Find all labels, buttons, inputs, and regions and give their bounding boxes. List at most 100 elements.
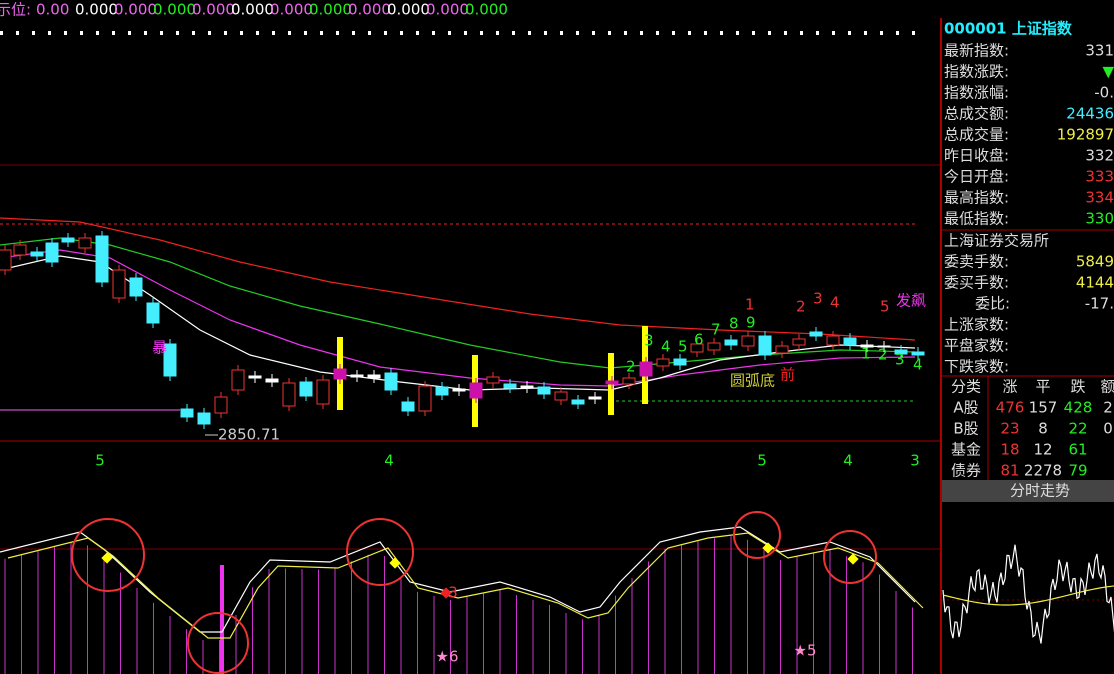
indicator-value: 0.000 (309, 1, 352, 19)
quote-label: 今日开盘: (944, 168, 1009, 186)
table-cell: 18 (1000, 441, 1019, 459)
table-cell: 基金 (951, 441, 981, 459)
kd-line (7, 532, 924, 639)
candle (401, 401, 415, 412)
signal-diamond (389, 557, 401, 569)
table-header: 分类 (951, 378, 981, 396)
quote-value: 5849 (1076, 253, 1114, 271)
quote-label: 最新指数: (944, 42, 1009, 60)
wave-number: 2 (626, 358, 636, 376)
wave-number: 1 (745, 296, 755, 314)
indicator-value: 0.000 (231, 1, 274, 19)
annotation: 发飙 (896, 292, 926, 310)
table-header: 跌 (1070, 378, 1085, 396)
wave-number: 8 (729, 315, 739, 333)
candle (214, 396, 228, 414)
highlight-circle (346, 518, 414, 586)
candle (469, 382, 483, 399)
ma-line (0, 249, 916, 387)
quote-value: 333 (1085, 168, 1114, 186)
candle (163, 343, 177, 377)
wave-number: 3 (644, 332, 654, 350)
candle (45, 242, 59, 263)
ma-line (0, 217, 916, 341)
quote-label: 指数涨跌: (944, 63, 1009, 81)
annotation: 前 (780, 366, 795, 384)
indicator-value: 0.000 (114, 1, 157, 19)
candle (826, 335, 840, 346)
indicator-value: 0.000 (270, 1, 313, 19)
highlight-circle (187, 612, 249, 674)
wave-number: 4 (661, 338, 671, 356)
candle (724, 339, 738, 346)
candle (877, 345, 891, 348)
wave-number: 3 (895, 351, 905, 369)
indicator-value: 0.00 (36, 1, 69, 19)
candle (656, 358, 670, 367)
wave-number: 5 (678, 338, 688, 356)
table-header: 平 (1035, 378, 1050, 396)
candle (299, 381, 313, 397)
axis-mark: 5 (757, 452, 767, 470)
candle (792, 338, 806, 346)
candle (775, 345, 789, 354)
candle (639, 361, 653, 377)
intraday-line (942, 544, 1114, 644)
signal-diamond (847, 553, 859, 565)
candle (843, 337, 857, 346)
quote-title: 000001 上证指数 (944, 20, 1073, 38)
quote-label: 下跌家数: (944, 358, 1009, 376)
candle (911, 351, 925, 356)
candle (690, 343, 704, 353)
signal-text: ★5 (794, 642, 817, 660)
table-cell: 债券 (951, 462, 981, 480)
candle (231, 369, 245, 391)
candle (197, 412, 211, 425)
axis-mark: 4 (384, 452, 394, 470)
axis-mark: 4 (843, 452, 853, 470)
table-cell: B股 (953, 420, 978, 438)
indicator-label: 示位: (0, 1, 31, 19)
quote-value: -17. (1085, 295, 1114, 313)
candle (503, 383, 517, 389)
candle (333, 368, 347, 380)
table-cell: 428 (1064, 399, 1093, 417)
indicator-value: 0.000 (153, 1, 196, 19)
candle (95, 235, 109, 283)
quote-value: 331 (1085, 42, 1114, 60)
candle (894, 349, 908, 355)
candle (30, 251, 44, 257)
quote-value: 24436 (1066, 105, 1114, 123)
axis-mark: 3 (910, 452, 920, 470)
quote-label: 委卖手数: (944, 253, 1009, 271)
indicator-value: 0.000 (75, 1, 118, 19)
wave-number: 4 (913, 356, 923, 374)
signal-diamond (762, 542, 774, 554)
axis-mark: 5 (95, 452, 105, 470)
quote-label: 昨日收盘: (944, 147, 1009, 165)
candle (758, 335, 772, 356)
quote-value: 330 (1085, 210, 1114, 228)
table-cell: 0 (1103, 420, 1113, 438)
candle (520, 385, 534, 389)
low-price: 2850.71 (218, 426, 280, 444)
candle (486, 376, 500, 384)
candle (554, 391, 568, 401)
table-cell: 22 (1068, 420, 1087, 438)
candle (367, 374, 381, 379)
tab-bg[interactable] (942, 480, 1114, 502)
ma-line (0, 255, 916, 391)
table-cell: 23 (1000, 420, 1019, 438)
candle (605, 380, 619, 385)
indicator-value: 0.000 (426, 1, 469, 19)
quote-label: 最高指数: (944, 189, 1009, 207)
indicator-value: 0.000 (387, 1, 430, 19)
wave-number: 5 (880, 298, 890, 316)
indicator-value: 0.000 (192, 1, 235, 19)
tab[interactable]: 分时走势 (1010, 482, 1070, 500)
candle (571, 399, 585, 405)
quote-value: ▼ (1102, 63, 1114, 81)
wave-number: 2 (796, 298, 806, 316)
wave-number: 9 (746, 314, 756, 332)
